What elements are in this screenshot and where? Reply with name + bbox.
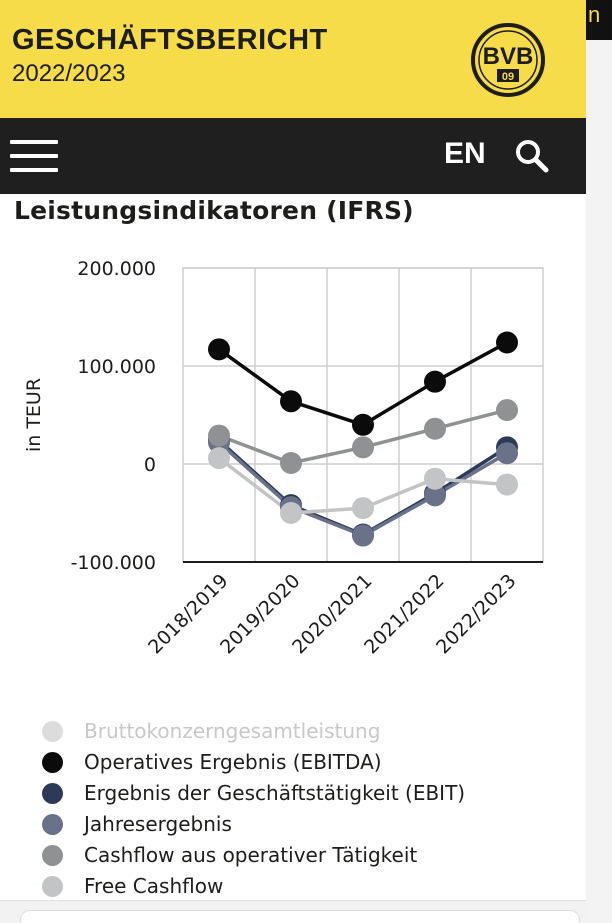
legend-dot — [42, 783, 63, 804]
data-point — [208, 447, 230, 470]
data-point — [208, 424, 230, 447]
legend-item[interactable]: Cashflow aus operativer Tätigkeit — [40, 840, 465, 871]
data-point — [496, 473, 518, 496]
y-tick-label: 0 — [144, 454, 156, 476]
legend-label: Jahresergebnis — [84, 812, 232, 836]
data-point — [496, 399, 518, 422]
right-edge-strip — [586, 0, 612, 923]
data-point — [496, 442, 518, 465]
report-year: 2022/2023 — [12, 60, 126, 87]
legend-item[interactable]: Bruttokonzerngesamtleistung — [40, 716, 465, 747]
y-tick-label: 100.000 — [77, 356, 156, 378]
legend-dot — [42, 845, 63, 866]
data-point — [424, 467, 446, 490]
data-point — [352, 524, 374, 547]
browser-address-pill[interactable] — [20, 910, 580, 923]
data-point — [280, 502, 302, 524]
chart-legend: Bruttokonzerngesamtleistung Operatives Er… — [40, 716, 465, 902]
nav-bar: EN — [0, 118, 586, 194]
y-tick-label: -100.000 — [71, 552, 156, 574]
legend-item[interactable]: Free Cashflow — [40, 871, 465, 902]
data-point — [352, 436, 374, 459]
search-icon[interactable] — [514, 138, 550, 174]
logo-text: BVB — [483, 43, 534, 70]
legend-item[interactable]: Jahresergebnis — [40, 809, 465, 840]
legend-dot — [42, 876, 63, 897]
legend-item[interactable]: Ergebnis der Geschäftstätigkeit (EBIT) — [40, 778, 465, 809]
line-chart: 200.000100.0000-100.0002018/20192019/202… — [23, 258, 544, 658]
language-switch[interactable]: EN — [444, 137, 486, 170]
data-point — [424, 484, 446, 507]
legend-dot — [42, 721, 63, 742]
legend-label: Operatives Ergebnis (EBITDA) — [84, 750, 382, 774]
logo-number: 09 — [502, 71, 514, 83]
data-point — [496, 331, 518, 354]
data-point — [208, 338, 230, 361]
data-point — [352, 413, 374, 436]
legend-label: Ergebnis der Geschäftstätigkeit (EBIT) — [84, 781, 466, 805]
y-axis-label: in TEUR — [23, 378, 45, 452]
legend-label: Bruttokonzerngesamtleistung — [84, 719, 381, 743]
legend-dot — [42, 752, 63, 773]
data-point — [352, 497, 374, 520]
series-line — [217, 340, 508, 427]
legend-label: Cashflow aus operativer Tätigkeit — [84, 843, 418, 867]
chart-series — [208, 331, 518, 547]
corner-glyph: n — [588, 2, 601, 27]
data-point — [424, 417, 446, 440]
y-tick-label: 200.000 — [77, 258, 156, 280]
legend-dot — [42, 814, 63, 835]
data-point — [280, 452, 302, 475]
data-point — [424, 370, 446, 393]
hamburger-menu-icon[interactable] — [10, 138, 58, 174]
report-title: GESCHÄFTSBERICHT — [12, 24, 328, 56]
data-point — [280, 390, 302, 413]
legend-label: Free Cashflow — [84, 874, 224, 898]
legend-item[interactable]: Operatives Ergebnis (EBITDA) — [40, 747, 465, 778]
bvb-logo[interactable]: BVB 09 — [470, 22, 546, 98]
right-edge-top — [586, 0, 612, 40]
page-title: Leistungsindikatoren (IFRS) — [14, 196, 414, 225]
